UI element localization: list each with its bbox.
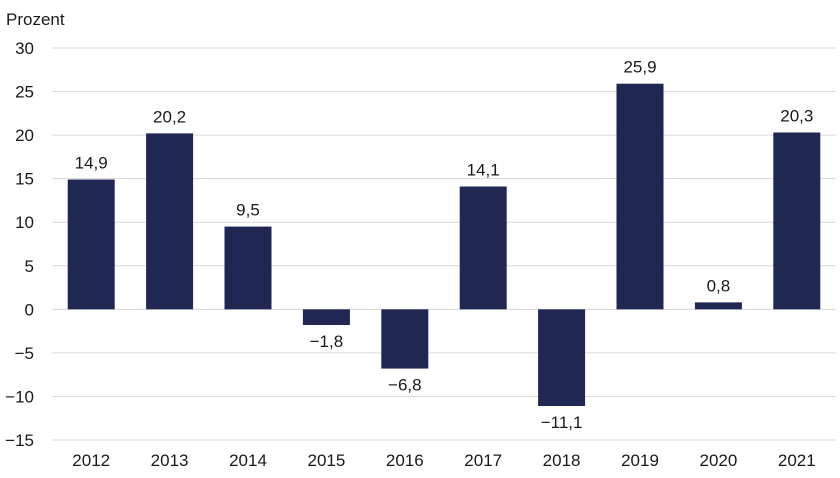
bar-2016	[381, 309, 429, 369]
y-tick-label: −5	[15, 344, 34, 363]
value-label-2016: −6,8	[388, 376, 422, 395]
value-label-2019: 25,9	[623, 58, 656, 77]
value-label-2012: 14,9	[75, 154, 108, 173]
bar-2017	[459, 186, 507, 310]
x-tick-label: 2014	[229, 451, 267, 470]
bar-2020	[694, 302, 742, 310]
bar-2013	[146, 133, 194, 310]
x-tick-label: 2020	[699, 451, 737, 470]
x-tick-label: 2012	[72, 451, 110, 470]
x-tick-label: 2016	[386, 451, 424, 470]
y-tick-label: 5	[25, 257, 34, 276]
x-tick-label: 2013	[151, 451, 189, 470]
value-label-2018: −11,1	[541, 413, 583, 432]
bars	[67, 83, 821, 407]
bar-2014	[224, 226, 272, 310]
x-tick-label: 2015	[307, 451, 345, 470]
y-tick-label: 0	[25, 300, 34, 319]
x-tick-label: 2021	[778, 451, 816, 470]
y-tick-label: 30	[15, 39, 34, 58]
value-label-2020: 0,8	[707, 276, 731, 295]
x-tick-label: 2017	[464, 451, 502, 470]
value-label-2014: 9,5	[236, 201, 260, 220]
y-tick-label: 25	[15, 83, 34, 102]
value-labels: 14,9 20,2 9,5 −1,8 −6,8 14,1 −11,1 25,9 0,8 20,3	[75, 58, 814, 432]
y-tick-label: 15	[15, 170, 34, 189]
y-axis-unit-label: Prozent	[6, 10, 65, 29]
bar-2012	[67, 179, 115, 310]
x-tick-label: 2019	[621, 451, 659, 470]
x-tick-label: 2018	[543, 451, 581, 470]
value-label-2021: 20,3	[780, 106, 813, 125]
y-tick-label: 20	[15, 126, 34, 145]
y-axis-ticks: 30 25 20 15 10 5 0 −5 −10 −15	[5, 39, 34, 450]
value-label-2017: 14,1	[467, 161, 500, 180]
y-tick-label: 10	[15, 213, 34, 232]
value-label-2013: 20,2	[153, 107, 186, 126]
bar-2018	[538, 309, 586, 407]
bar-2019	[616, 83, 664, 310]
bar-2015	[302, 309, 350, 326]
value-label-2015: −1,8	[310, 332, 344, 351]
x-axis-ticks: 2012 2013 2014 2015 2016 2017 2018 2019 2020 2021	[72, 451, 815, 470]
y-tick-label: −10	[5, 387, 34, 406]
y-tick-label: −15	[5, 431, 34, 450]
bar-2021	[773, 132, 821, 310]
